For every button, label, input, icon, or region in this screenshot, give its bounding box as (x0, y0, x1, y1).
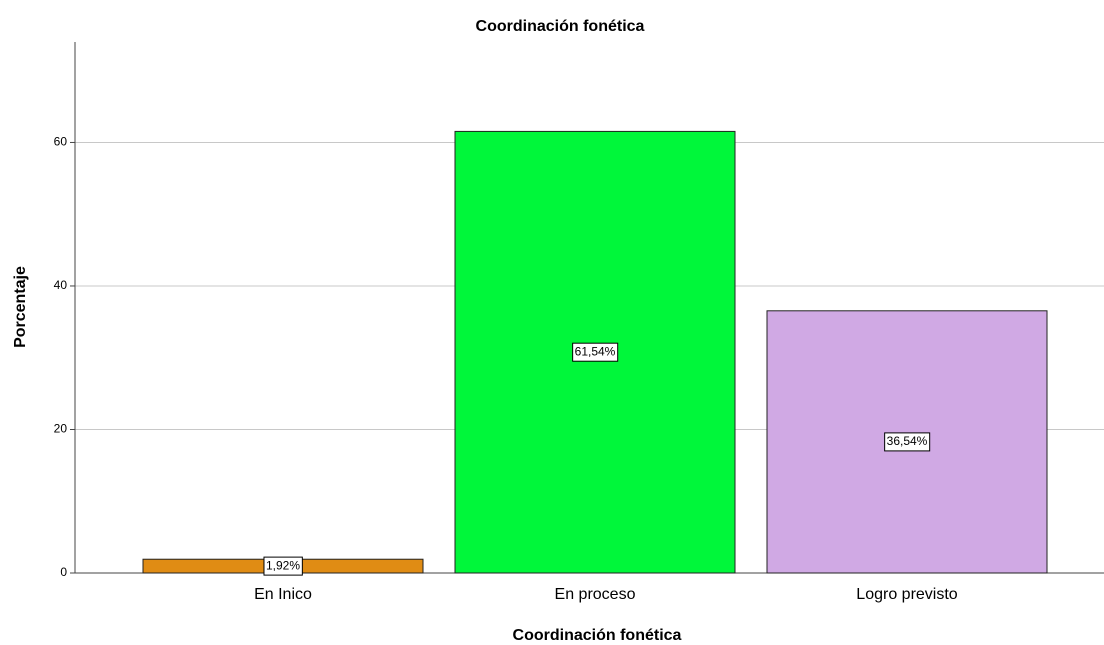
value-label-box (884, 432, 931, 452)
y-axis-title: Porcentaje (12, 266, 29, 348)
y-tick-label: 60 (54, 135, 68, 149)
value-label: 1,92% (266, 558, 300, 572)
value-label: 36,54% (887, 434, 928, 448)
value-label-box (572, 342, 619, 362)
x-tick-label: En Inico (254, 586, 312, 603)
chart-title: Coordinación fonética (476, 18, 645, 35)
y-tick-label: 40 (54, 278, 68, 292)
x-tick-label: En proceso (555, 586, 636, 603)
value-label-box (263, 556, 303, 576)
y-tick-label: 0 (60, 565, 67, 579)
x-axis-title: Coordinación fonética (513, 627, 682, 644)
x-tick-label: Logro previsto (856, 586, 957, 603)
y-tick-label: 20 (54, 422, 68, 436)
value-label: 61,54% (575, 344, 616, 358)
